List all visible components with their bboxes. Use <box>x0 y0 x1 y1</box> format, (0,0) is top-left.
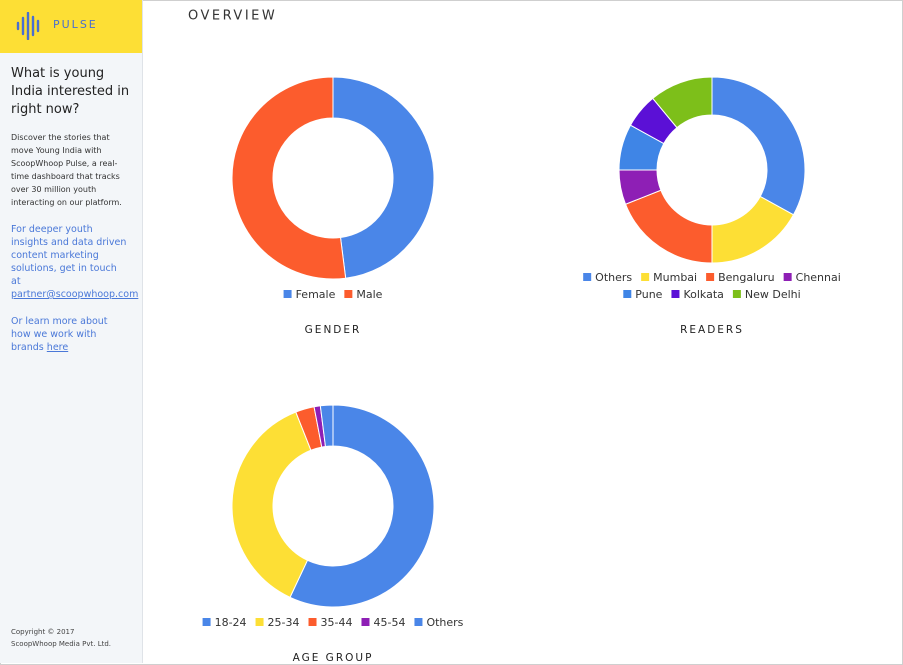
donut-slice <box>231 411 312 599</box>
logo-icon <box>16 12 40 40</box>
legend-swatch <box>671 290 680 298</box>
chart-title: AGE GROUP <box>293 652 374 663</box>
legend-swatch <box>623 290 632 298</box>
donut-slice <box>652 76 713 129</box>
legend-swatch <box>706 273 715 281</box>
legend-label: Others <box>595 271 632 284</box>
legend-label: 18-24 <box>215 616 247 629</box>
copyright: Copyright © 2017 ScoopWhoop Media Pvt. L… <box>11 628 112 648</box>
donut-slice <box>624 189 713 264</box>
legend-label: Female <box>296 288 336 301</box>
legend-label: 35-44 <box>321 616 353 629</box>
donut-slice <box>319 404 334 448</box>
chart-title: GENDER <box>305 324 362 336</box>
legend-label: Male <box>356 288 382 301</box>
email-link[interactable]: partner@scoopwhoop.com <box>11 289 139 300</box>
legend-swatch <box>308 618 317 626</box>
contact-text: For deeper youth insights and data drive… <box>11 224 127 287</box>
legend-label: Pune <box>635 288 662 301</box>
legend-label: Bengaluru <box>718 271 775 284</box>
donut-slice <box>231 76 347 280</box>
donut-slice <box>711 76 806 216</box>
dashboard: OVERVIEW Female Male GENDER Others Mumbai Ben… <box>188 9 841 664</box>
legend-label: Kolkata <box>683 288 723 301</box>
legend-label: Others <box>426 616 463 629</box>
legend-swatch <box>361 618 370 626</box>
legend-swatch <box>641 273 650 281</box>
more-text: Or learn more about how we work with bra… <box>11 316 108 353</box>
logo[interactable]: PULSE <box>0 0 142 53</box>
legend-label: Mumbai <box>653 271 697 284</box>
donut-slice <box>332 76 435 279</box>
legend-swatch <box>783 273 792 281</box>
legend-swatch <box>283 290 292 298</box>
intro: Discover the stories that move Young Ind… <box>11 133 122 207</box>
legend-swatch <box>732 290 741 298</box>
donut-slice <box>289 404 435 608</box>
legend-label: Chennai <box>796 271 841 284</box>
more: Or learn more about how we work with bra… <box>11 315 128 354</box>
legend-swatch <box>255 618 264 626</box>
legend-swatch <box>583 273 592 281</box>
chart-title: READERS <box>680 324 744 336</box>
heading: What is young India interested in right … <box>11 66 130 117</box>
contact: For deeper youth insights and data drive… <box>11 223 138 301</box>
legend-swatch <box>344 290 353 298</box>
sidebar: PULSE What is young India interested in … <box>0 0 143 663</box>
legend-label: 25-34 <box>268 616 300 629</box>
legend-label: 45-54 <box>373 616 405 629</box>
legend-swatch <box>202 618 211 626</box>
legend-swatch <box>414 618 423 626</box>
page-title: OVERVIEW <box>188 9 277 24</box>
here-link[interactable]: here <box>46 342 69 353</box>
logo-text: PULSE <box>53 18 98 31</box>
legend-label: New Delhi <box>745 288 801 301</box>
